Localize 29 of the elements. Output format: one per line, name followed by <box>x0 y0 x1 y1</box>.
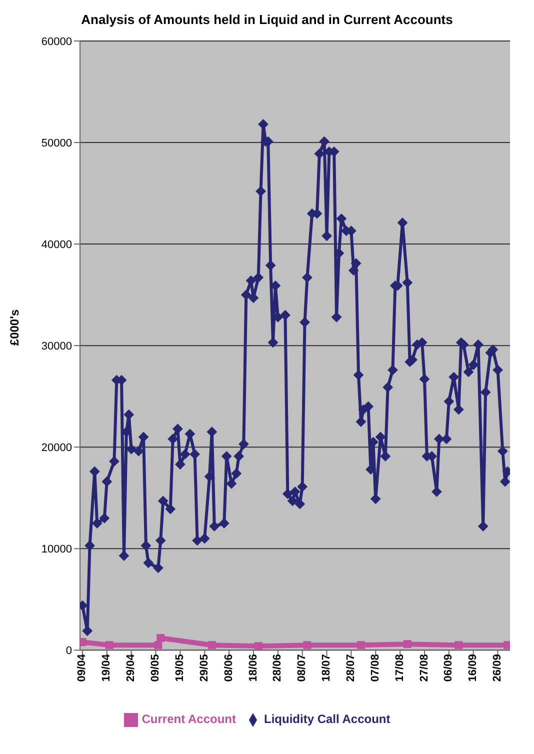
y-tick-label: 50000 <box>41 137 72 150</box>
x-tick-label: 26/09 <box>492 654 504 682</box>
y-tick-label: 30000 <box>41 340 72 352</box>
x-tick-label: 17/08 <box>394 654 406 682</box>
x-tick-label: 09/05 <box>150 654 162 682</box>
x-tick-label: 28/07 <box>345 654 358 682</box>
x-tick-label: 09/04 <box>76 653 88 682</box>
x-tick-label: 19/04 <box>100 653 113 682</box>
x-tick-label: 06/09 <box>442 654 455 682</box>
x-tick-label: 08/07 <box>296 654 308 682</box>
x-tick-label: 29/04 <box>125 653 138 682</box>
y-tick-label: 20000 <box>41 442 72 454</box>
x-tick-label: 07/08 <box>369 654 382 682</box>
x-tick-label: 27/08 <box>418 654 430 682</box>
y-tick-label: 10000 <box>41 544 72 556</box>
y-axis-title: £000's <box>7 309 22 346</box>
legend-label: Liquidity Call Account <box>264 712 390 726</box>
x-tick-label: 18/07 <box>320 654 333 682</box>
legend-label: Current Account <box>142 712 236 726</box>
x-tick-label: 19/05 <box>174 654 186 682</box>
y-tick-label: 40000 <box>41 238 72 251</box>
x-tick-label: 28/06 <box>272 654 284 682</box>
y-tick-label: 0 <box>66 645 72 658</box>
y-tick-label: 60000 <box>41 36 72 48</box>
x-tick-label: 08/06 <box>222 654 235 682</box>
chart-title: Analysis of Amounts held in Liquid and in Current Accounts <box>80 11 454 29</box>
x-tick-label: 16/09 <box>467 654 480 682</box>
x-tick-label: 29/05 <box>198 654 210 682</box>
x-tick-label: 18/06 <box>247 654 260 682</box>
